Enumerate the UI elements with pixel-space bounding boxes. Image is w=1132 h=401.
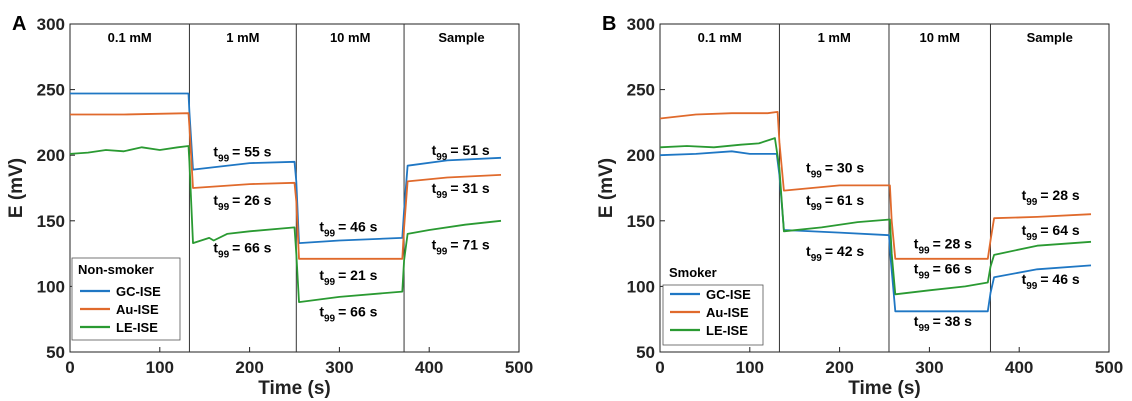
panel-label: A [12,13,26,35]
annotation-label: t99 = 28 s [914,235,972,256]
x-tick-label: 500 [505,358,533,377]
y-tick-label: 150 [37,212,65,231]
annotation-label: t99 = 55 s [213,144,271,165]
series-line-gc-ise [659,150,1092,313]
chart-panel-b: 0.1 mM 1 mM 10 mM Sample 0 100 200 300 400 500 50 1… [596,13,1123,399]
x-tick-label: 0 [655,358,664,377]
legend-title: Smoker [669,265,717,280]
annotation-label: t99 = 31 s [432,180,490,201]
legend-entry: Au-ISE [706,305,749,320]
legend-entry: GC-ISE [706,287,751,302]
y-axis-label: E (mV) [6,158,27,218]
y-tick-label: 100 [37,277,65,296]
series-line-gc-ise [70,92,502,245]
chart-panel-a: 0.1 mM 1 mM 10 mM Sample 0 100 200 300 400 500 50 1… [6,13,533,399]
phase-label: 10 mM [330,30,370,45]
x-tick-label: 200 [235,358,263,377]
phase-label: 1 mM [226,30,259,45]
y-axis-label: E (mV) [596,158,617,218]
phase-label: 10 mM [919,30,959,45]
annotation-label: t99 = 71 s [432,237,490,258]
phase-label: Sample [1027,30,1073,45]
legend-entry: GC-ISE [116,284,161,299]
x-tick-label: 300 [915,358,943,377]
legend: Smoker GC-ISE Au-ISE LE-ISE [662,265,764,346]
annotation-label: t99 = 38 s [914,313,972,334]
annotation-label: t99 = 42 s [806,243,864,264]
legend-entry: LE-ISE [116,320,158,335]
series-line-le-ise [69,145,502,304]
x-axis-label: Time (s) [258,378,331,399]
x-tick-label: 500 [1095,358,1123,377]
annotation-label: t99 = 61 s [806,192,864,213]
y-tick-label: 250 [627,81,655,100]
annotation-label: t99 = 64 s [1022,222,1080,243]
panel-label: B [602,13,616,35]
annotation-label: t99 = 30 s [806,159,864,180]
series-line-au-ise [659,111,1092,260]
y-tick-label: 200 [37,146,65,165]
series-line-le-ise [659,137,1092,296]
annotation-label: t99 = 21 s [319,267,377,288]
annotation-label: t99 = 28 s [1022,187,1080,208]
x-tick-label: 300 [325,358,353,377]
phase-label: Sample [438,30,484,45]
x-axis-label: Time (s) [848,378,921,399]
y-tick-label: 50 [636,343,655,362]
x-tick-label: 200 [825,358,853,377]
x-tick-label: 100 [736,358,764,377]
annotation-label: t99 = 51 s [432,142,490,163]
annotation-label: t99 = 46 s [319,218,377,239]
legend-entry: Au-ISE [116,302,159,317]
legend-entry: LE-ISE [706,323,748,338]
annotation-label: t99 = 66 s [213,239,271,260]
y-tick-label: 50 [46,343,65,362]
annotation-label: t99 = 66 s [914,260,972,281]
y-tick-label: 150 [627,212,655,231]
y-tick-label: 300 [37,15,65,34]
annotation-label: t99 = 46 s [1022,271,1080,292]
annotation-label: t99 = 66 s [319,304,377,325]
x-tick-label: 100 [146,358,174,377]
phase-label: 0.1 mM [108,30,152,45]
x-tick-label: 400 [1005,358,1033,377]
legend: Non-smoker GC-ISE Au-ISE LE-ISE [71,257,181,341]
annotation-label: t99 = 26 s [213,192,271,213]
series-line-au-ise [70,112,502,260]
legend-title: Non-smoker [78,262,154,277]
phase-label: 1 mM [818,30,851,45]
legend-box [71,257,181,341]
x-tick-label: 400 [415,358,443,377]
y-tick-label: 200 [627,146,655,165]
phase-label: 0.1 mM [698,30,742,45]
y-tick-label: 100 [627,277,655,296]
y-tick-label: 300 [627,15,655,34]
y-tick-label: 250 [37,81,65,100]
x-tick-label: 0 [65,358,74,377]
